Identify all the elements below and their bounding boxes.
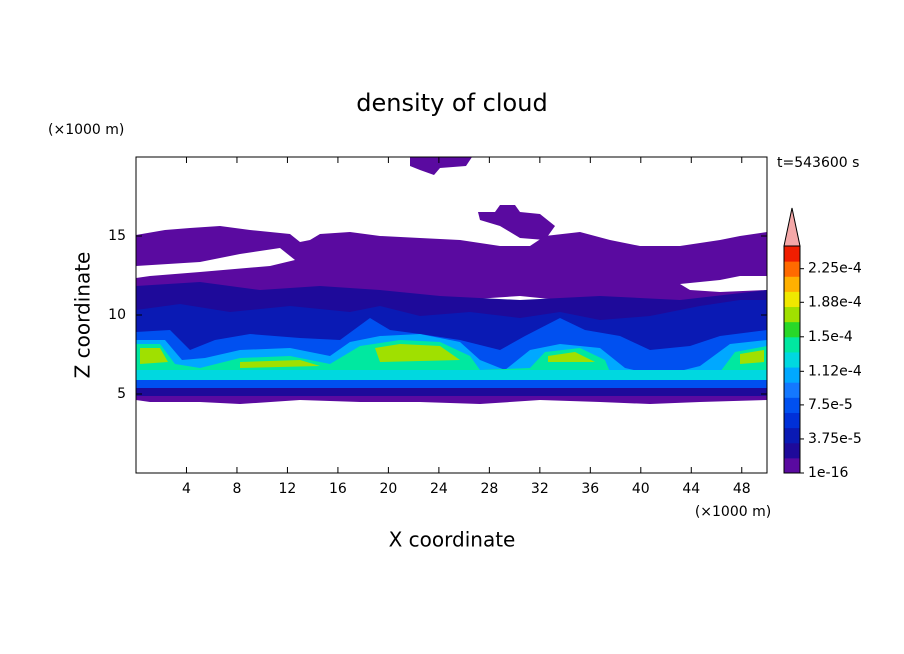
colorbar-band xyxy=(784,351,800,368)
colorbar-band xyxy=(784,427,800,444)
contour-fill xyxy=(140,344,764,368)
x-tick-label: 44 xyxy=(682,481,700,497)
colorbar-band xyxy=(784,276,800,292)
contour-fill xyxy=(136,380,767,390)
x-tick-label: 16 xyxy=(329,481,347,497)
colorbar-band xyxy=(784,246,800,262)
x-tick-label: 40 xyxy=(632,481,650,497)
colorbar-extend xyxy=(783,207,801,247)
x-axis-label: X coordinate xyxy=(389,528,516,552)
colorbar-band xyxy=(784,306,800,323)
x-tick-label: 12 xyxy=(279,481,297,497)
x-tick-label: 8 xyxy=(232,481,241,497)
colorbar-band xyxy=(784,321,800,338)
colorbar-tick-label: 1.88e-4 xyxy=(808,294,862,310)
x-tick-label: 32 xyxy=(531,481,549,497)
contour-fill xyxy=(410,157,472,175)
y-tick-label: 5 xyxy=(117,386,126,402)
colorbar-band xyxy=(784,367,800,383)
colorbar-tick-label: 1e-16 xyxy=(808,465,848,481)
colorbar-tick-label: 7.5e-5 xyxy=(808,397,853,413)
chart-title: density of cloud xyxy=(356,89,547,117)
colorbar-band xyxy=(784,336,800,353)
colorbar-band xyxy=(784,442,800,459)
colorbar-band xyxy=(784,291,800,308)
x-tick-label: 28 xyxy=(480,481,498,497)
y-tick-label: 10 xyxy=(108,307,126,323)
colorbar-frame xyxy=(783,245,801,474)
colorbar-tick-label: 3.75e-5 xyxy=(808,431,862,447)
colorbar-band xyxy=(784,397,800,413)
x-tick-label: 20 xyxy=(379,481,397,497)
colorbar-tick-label: 1.12e-4 xyxy=(808,363,862,379)
y-tick-label: 15 xyxy=(108,228,126,244)
colorbar-tick-label: 2.25e-4 xyxy=(808,261,862,277)
x-tick-label: 36 xyxy=(581,481,599,497)
x-tick-label: 4 xyxy=(182,481,191,497)
contour-field xyxy=(136,157,767,404)
contour-fill xyxy=(136,388,767,396)
x-tick-label: 24 xyxy=(430,481,448,497)
y-unit: (×1000 m) xyxy=(48,122,124,138)
time-label: t=543600 s xyxy=(777,155,859,171)
colorbar-band xyxy=(784,261,800,277)
colorbar-tick-label: 1.5e-4 xyxy=(808,329,853,345)
colorbar-band xyxy=(784,382,800,398)
colorbar-band xyxy=(784,457,800,474)
colorbar-band xyxy=(784,412,800,429)
y-axis-label: Z coordinate xyxy=(71,252,95,379)
x-unit: (×1000 m) xyxy=(695,504,771,520)
contour-fill xyxy=(478,205,555,240)
x-tick-label: 48 xyxy=(733,481,751,497)
